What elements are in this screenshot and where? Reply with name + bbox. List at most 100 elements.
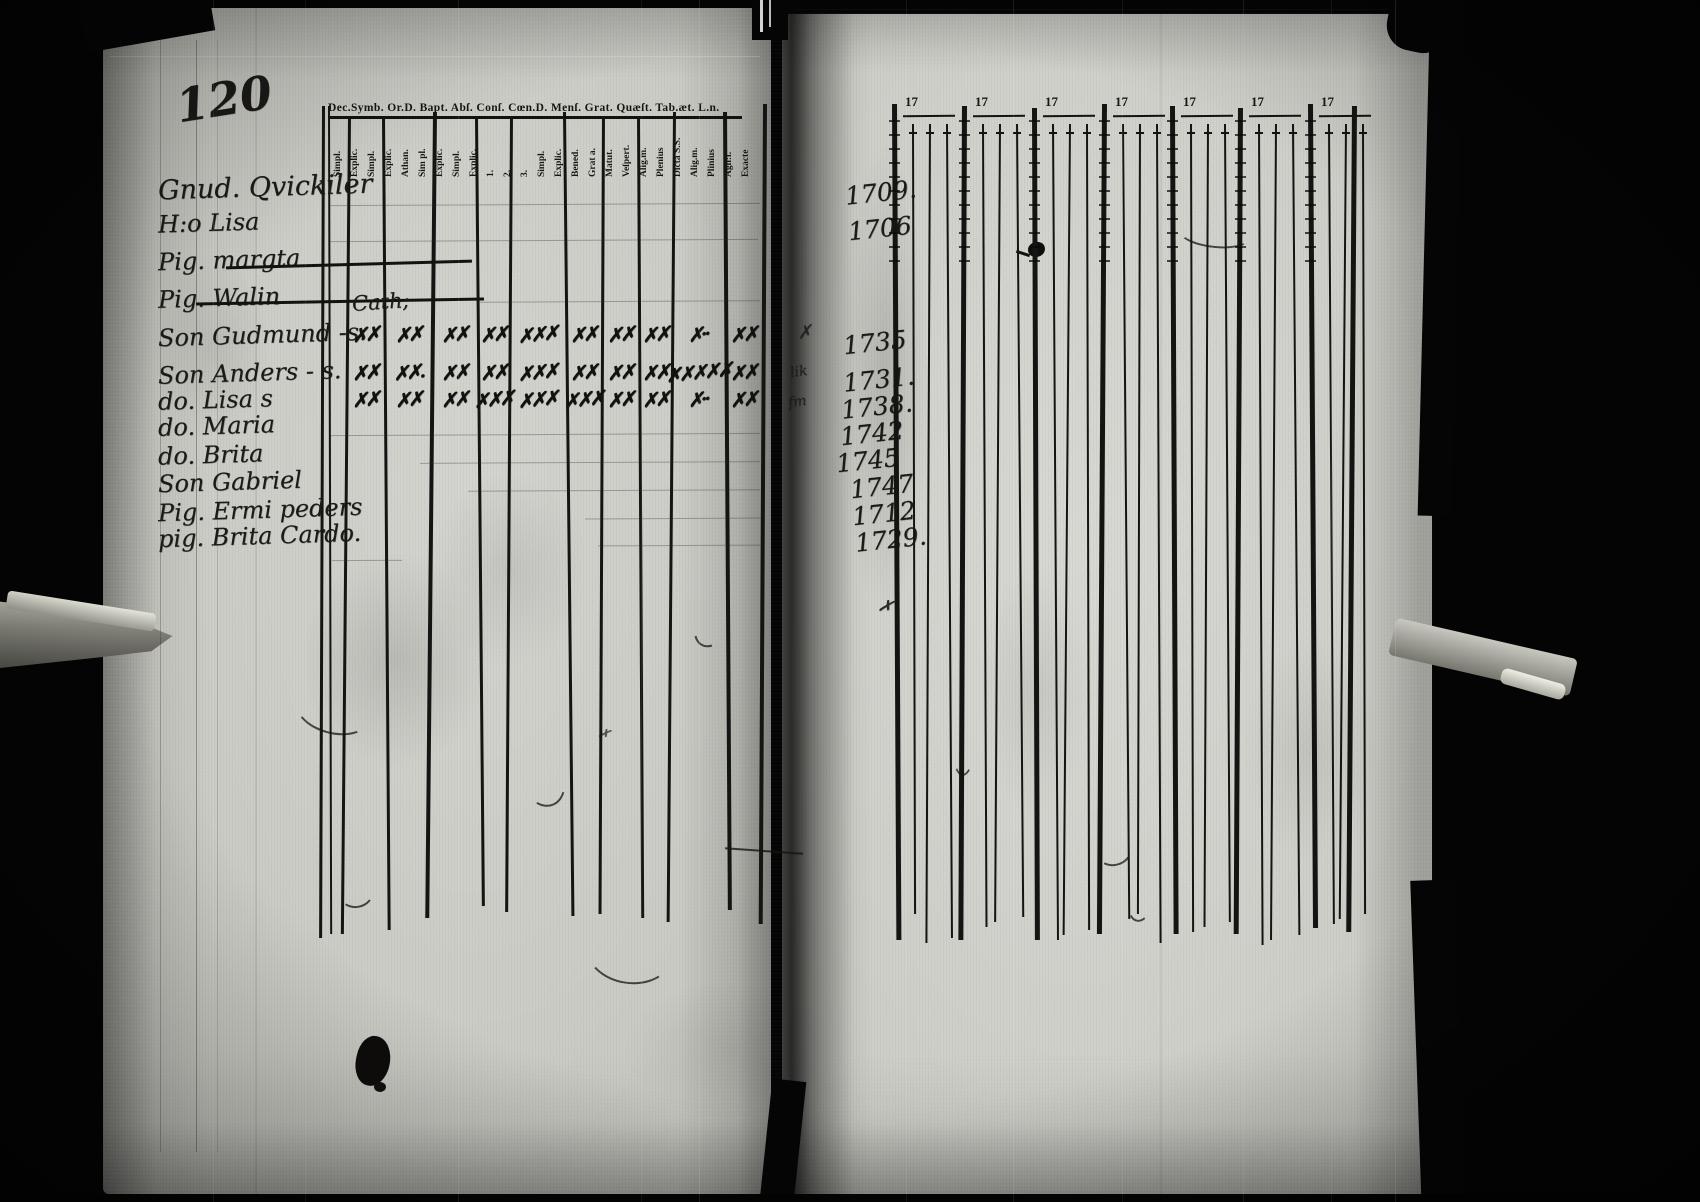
header-sub-label: 2. bbox=[503, 169, 513, 177]
rp-line-tick bbox=[1083, 132, 1091, 134]
row-mark: ✗✗✗ bbox=[516, 322, 557, 348]
row-name: Pig. Walin bbox=[157, 282, 281, 314]
table-header-row: Dec.Symb. Or.D. Bapt. Abſ. Conſ. Cœn.D. … bbox=[328, 102, 742, 119]
header-sub-label: Athan. bbox=[401, 149, 411, 177]
row-name: do. Maria bbox=[157, 410, 276, 442]
header-sub-label: Explic. bbox=[469, 148, 479, 177]
header-sub-label: Exacte bbox=[741, 149, 751, 177]
rp-line-tick bbox=[1359, 132, 1367, 134]
row-mark: ✗✗✗ bbox=[472, 387, 513, 413]
rp-year-prefix-label: 17 bbox=[1045, 94, 1058, 109]
header-sub-label: Dicta S.S. bbox=[673, 137, 683, 177]
row-mark: ✗✗ bbox=[568, 360, 597, 386]
header-sub-label: Agn:l. bbox=[724, 151, 734, 177]
rp-line-tick bbox=[1049, 132, 1057, 134]
row-mark: ✗✗ bbox=[478, 360, 507, 386]
film-scratch bbox=[213, 0, 214, 1202]
row-mark: ✗✗. bbox=[391, 360, 424, 386]
row-mark: ✗✗ bbox=[605, 360, 634, 386]
row-mark: ✗✗✗ bbox=[562, 387, 603, 413]
row-mark: ✗✗ bbox=[728, 322, 758, 348]
film-scratch bbox=[1122, 0, 1123, 1202]
rp-line-tick bbox=[1221, 132, 1229, 134]
header-sub-label: Plinius bbox=[707, 149, 717, 177]
rp-line-hatch bbox=[1167, 112, 1178, 262]
film-scratch bbox=[1160, 0, 1162, 1202]
header-sub-label: Simpl. bbox=[452, 150, 462, 177]
row-mark: ✗✗ bbox=[728, 360, 758, 386]
ink-blob bbox=[374, 1082, 386, 1092]
rp-line-tick bbox=[1119, 132, 1127, 134]
rp-year-prefix-label: 17 bbox=[1251, 94, 1264, 109]
rp-year-prefix-label: 17 bbox=[1321, 94, 1334, 109]
rp-line-tick bbox=[1204, 132, 1212, 134]
rp-line-tick bbox=[1255, 132, 1263, 134]
book-gutter-shadow bbox=[738, 0, 854, 1202]
row-mark: ✗✗ bbox=[478, 322, 507, 348]
row-mark: ✗✗ bbox=[350, 387, 380, 413]
header-sub-label: 1. bbox=[486, 169, 496, 177]
film-scratch bbox=[906, 0, 907, 1202]
row-mark: ✗✗ bbox=[393, 322, 422, 348]
rp-year-prefix-label: 17 bbox=[975, 94, 988, 109]
row-tail-note: lik bbox=[788, 362, 809, 382]
header-sub-label: Grat a. bbox=[588, 147, 598, 177]
rp-line-tick bbox=[1272, 132, 1280, 134]
header-sub-label: Sim pl. bbox=[418, 148, 428, 177]
row-tail-note: ✗ bbox=[795, 321, 814, 344]
row-mark: ✗✗ bbox=[350, 322, 380, 348]
film-scratch bbox=[641, 0, 642, 1202]
rp-line-tick bbox=[926, 132, 934, 134]
film-scratch bbox=[699, 0, 700, 1202]
margin-rule bbox=[217, 40, 218, 1152]
row-mark: ✗✗ bbox=[568, 322, 597, 348]
row-mark: ✗✗ bbox=[439, 322, 469, 348]
row-name: H:o Lisa bbox=[157, 207, 260, 239]
row-mark: ✗✗✗ bbox=[516, 387, 557, 413]
margin-rule bbox=[160, 40, 161, 1152]
row-mark: ✗✗ bbox=[605, 387, 634, 413]
row-mark: ✗·· bbox=[686, 323, 710, 347]
rp-line-tick bbox=[909, 132, 917, 134]
row-mark: ✗·· bbox=[686, 388, 710, 412]
rp-line-tick bbox=[943, 132, 951, 134]
row-name: do. Brita bbox=[157, 439, 264, 471]
row-mark: ✗✗ bbox=[439, 387, 469, 413]
header-sub-label: Explic. bbox=[384, 148, 394, 177]
film-scratch bbox=[1331, 0, 1332, 1202]
row-name: Pig. margta bbox=[157, 243, 301, 277]
rp-line-hatch bbox=[1029, 112, 1040, 262]
rp-line-tick bbox=[1289, 132, 1297, 134]
rp-line-hatch bbox=[889, 112, 900, 262]
row-note: Cath; bbox=[351, 288, 411, 316]
row-mark: ✗✗ bbox=[605, 322, 634, 348]
row-tail-note: fm bbox=[786, 392, 808, 412]
header-sub-label: Explic. bbox=[435, 148, 445, 177]
row-mark: ✗✗ bbox=[640, 322, 670, 348]
rp-line-tick bbox=[996, 132, 1004, 134]
film-scratch bbox=[110, 56, 760, 57]
header-sub-label: Matut. bbox=[605, 149, 615, 177]
rp-line-tick bbox=[979, 132, 987, 134]
row-name: Son Gabriel bbox=[157, 465, 303, 499]
film-scratch bbox=[458, 0, 459, 1202]
film-scratch bbox=[255, 0, 257, 1202]
film-scratch bbox=[1395, 0, 1396, 1202]
row-mark: ✗✗ bbox=[393, 387, 422, 413]
header-sub-label: Veſpert. bbox=[622, 144, 632, 177]
header-sub-label: 3. bbox=[520, 169, 530, 177]
rp-line-hatch bbox=[1305, 112, 1316, 262]
row-mark: ✗✗✗ bbox=[516, 360, 557, 386]
rp-line-tick bbox=[1342, 132, 1350, 134]
row-mark: ✗✗ bbox=[728, 387, 758, 413]
header-sub-label: Bened. bbox=[571, 149, 581, 177]
row-mark: ✗✗ bbox=[350, 360, 380, 386]
film-scratch bbox=[1243, 0, 1244, 1202]
row-mark: ✗✗ bbox=[439, 360, 469, 386]
header-sub-label: Explic. bbox=[554, 148, 564, 177]
film-scratch bbox=[305, 0, 306, 1202]
header-sub-label: Plenius bbox=[656, 147, 666, 177]
rp-line-hatch bbox=[1099, 112, 1110, 262]
film-scratch bbox=[1013, 0, 1014, 1202]
